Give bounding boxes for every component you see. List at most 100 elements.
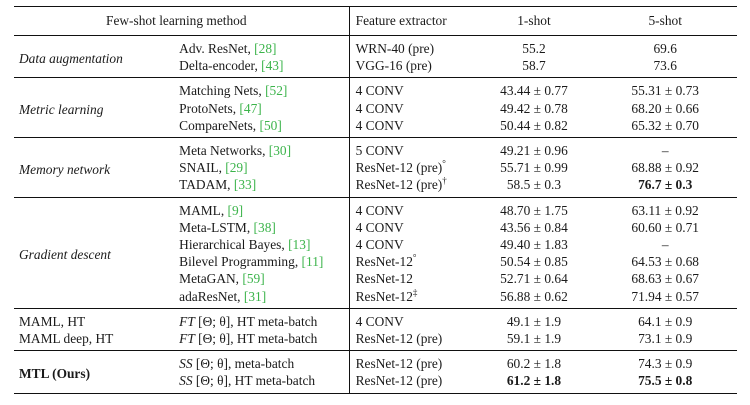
header-5-shot: 5-shot bbox=[648, 13, 682, 29]
feature-cell: 4 CONV bbox=[355, 313, 404, 329]
citation-link[interactable]: [38] bbox=[253, 219, 276, 235]
method-cell: Meta Networks, [30] bbox=[173, 137, 350, 160]
group-metric-learning: Metric learning Matching Nets, [52] 4 CO… bbox=[14, 77, 737, 138]
shot5-cell: 64.1 ± 0.9 bbox=[638, 313, 693, 329]
table-row: SS [Θ; θ], HT meta-batch ResNet-12 (pre)… bbox=[14, 372, 737, 394]
citation-link[interactable]: [52] bbox=[265, 83, 288, 99]
header-feature-extractor: Feature extractor bbox=[355, 13, 447, 29]
shot5-cell: 63.11 ± 0.92 bbox=[631, 202, 699, 218]
feature-cell: 5 CONV bbox=[355, 143, 404, 159]
method-cell: Meta-LSTM, [38] bbox=[173, 218, 350, 237]
feature-cell: 4 CONV bbox=[355, 117, 404, 133]
feature-cell: ResNet-12‡ bbox=[355, 287, 418, 304]
shot5-cell: 69.6 bbox=[653, 41, 677, 56]
method-cell: SS [Θ; θ], HT meta-batch bbox=[173, 372, 350, 394]
shot5-cell: 68.20 ± 0.66 bbox=[631, 100, 699, 116]
feature-cell: ResNet-12 bbox=[355, 271, 413, 287]
method-cell: SNAIL, [29] bbox=[173, 159, 350, 177]
group-maml-ht: MAML, HT FT [Θ; θ], HT meta-batch 4 CONV… bbox=[14, 308, 737, 351]
table-row: Memory network Meta Networks, [30] 5 CON… bbox=[14, 137, 737, 177]
table-row: MAML, HT FT [Θ; θ], HT meta-batch 4 CONV… bbox=[14, 308, 737, 331]
shot1-cell: 60.2 ± 1.8 bbox=[506, 356, 562, 372]
table-row: Delta-encoder, [43] VGG-16 (pre) 58.7 73… bbox=[14, 57, 737, 78]
shot1-cell: 48.70 ± 1.75 bbox=[500, 202, 568, 218]
shot5-cell: 74.3 ± 0.9 bbox=[638, 356, 693, 372]
method-cell: Hierarchical Bayes, [13] bbox=[173, 236, 350, 254]
table-row: CompareNets, [50] 4 CONV 50.44 ± 0.82 65… bbox=[14, 116, 737, 138]
citation-link[interactable]: [31] bbox=[243, 288, 267, 304]
shot5-cell: 68.88 ± 0.92 bbox=[631, 160, 699, 176]
table-row: MAML deep, HT FT [Θ; θ], HT meta-batch R… bbox=[14, 330, 737, 351]
feature-cell: 4 CONV bbox=[355, 83, 404, 99]
row-label: MAML, HT bbox=[19, 313, 86, 329]
shot1-cell: 43.44 ± 0.77 bbox=[500, 83, 568, 99]
header-1-shot: 1-shot bbox=[517, 13, 551, 29]
citation-link[interactable]: [30] bbox=[268, 143, 292, 159]
feature-cell: 4 CONV bbox=[355, 100, 404, 116]
shot5-cell: 68.63 ± 0.67 bbox=[631, 271, 699, 287]
table-row: TADAM, [33] ResNet-12 (pre)† 58.5 ± 0.3 … bbox=[14, 176, 737, 198]
shot1-cell: 49.21 ± 0.96 bbox=[500, 143, 568, 159]
group-data-augmentation: Data augmentation Adv. ResNet, [28] WRN-… bbox=[14, 35, 737, 78]
citation-link[interactable]: [50] bbox=[259, 117, 282, 133]
citation-link[interactable]: [9] bbox=[227, 202, 244, 218]
method-cell: FT [Θ; θ], HT meta-batch bbox=[173, 330, 350, 351]
few-shot-results-table: Few-shot learning method Feature extract… bbox=[14, 6, 737, 394]
table-row: Gradient descent MAML, [9] 4 CONV 48.70 … bbox=[14, 197, 737, 262]
shot1-cell: 50.54 ± 0.85 bbox=[500, 254, 568, 270]
category-label: Data augmentation bbox=[19, 51, 123, 67]
footnote-mark: ° bbox=[442, 158, 446, 169]
footnote-mark: ‡ bbox=[412, 287, 418, 298]
table-row: Hierarchical Bayes, [13] 4 CONV 49.40 ± … bbox=[14, 236, 737, 254]
footnote-mark: ° bbox=[412, 252, 417, 263]
method-cell: Adv. ResNet, [28] bbox=[173, 35, 350, 58]
citation-link[interactable]: [29] bbox=[225, 160, 248, 176]
citation-link[interactable]: [59] bbox=[242, 271, 265, 287]
table-row: Bilevel Programming, [11] ResNet-12° 50.… bbox=[14, 252, 737, 271]
group-memory-network: Memory network Meta Networks, [30] 5 CON… bbox=[14, 137, 737, 198]
row-label: MAML deep, HT bbox=[19, 331, 114, 347]
method-cell: ProtoNets, [47] bbox=[173, 99, 350, 117]
citation-link[interactable]: [43] bbox=[261, 58, 284, 74]
shot1-cell: 58.5 ± 0.3 bbox=[506, 177, 562, 193]
citation-link[interactable]: [47] bbox=[239, 100, 262, 116]
feature-cell: ResNet-12 (pre) bbox=[355, 356, 443, 372]
table-row: Metric learning Matching Nets, [52] 4 CO… bbox=[14, 77, 737, 117]
shot5-cell: 73.1 ± 0.9 bbox=[638, 331, 693, 347]
table-row: MetaGAN, [59] ResNet-12 52.71 ± 0.64 68.… bbox=[14, 270, 737, 288]
table-row: SNAIL, [29] ResNet-12 (pre)° 55.71 ± 0.9… bbox=[14, 158, 737, 177]
shot5-cell: 55.31 ± 0.73 bbox=[631, 83, 699, 99]
method-cell: Delta-encoder, [43] bbox=[173, 57, 350, 78]
feature-cell: ResNet-12 (pre) bbox=[355, 373, 443, 389]
shot5-cell-best: 75.5 ± 0.8 bbox=[638, 373, 693, 389]
citation-link[interactable]: [28] bbox=[254, 41, 277, 56]
shot1-cell: 59.1 ± 1.9 bbox=[506, 331, 562, 347]
shot1-cell: 55.2 bbox=[522, 41, 546, 56]
group-mtl-ours: MTL (Ours) SS [Θ; θ], meta-batch ResNet-… bbox=[14, 350, 737, 394]
header-method: Few-shot learning method bbox=[14, 6, 350, 36]
shot1-cell: 50.44 ± 0.82 bbox=[500, 117, 568, 133]
category-label: Metric learning bbox=[19, 102, 104, 118]
feature-cell: WRN-40 (pre) bbox=[355, 41, 435, 56]
citation-link[interactable]: [13] bbox=[288, 237, 311, 253]
method-cell: MetaGAN, [59] bbox=[173, 270, 350, 288]
method-cell: Matching Nets, [52] bbox=[173, 77, 350, 100]
feature-cell: VGG-16 (pre) bbox=[355, 58, 432, 74]
shot1-cell: 56.88 ± 0.62 bbox=[500, 288, 568, 304]
shot1-cell: 43.56 ± 0.84 bbox=[500, 219, 568, 235]
feature-cell: 4 CONV bbox=[355, 219, 404, 235]
table-row: Meta-LSTM, [38] 4 CONV 43.56 ± 0.84 60.6… bbox=[14, 218, 737, 237]
citation-link[interactable]: [11] bbox=[301, 254, 324, 270]
citation-link[interactable]: [33] bbox=[233, 177, 257, 193]
header-row: Few-shot learning method Feature extract… bbox=[14, 6, 737, 36]
shot5-cell: 65.32 ± 0.70 bbox=[631, 117, 699, 133]
shot1-cell: 49.40 ± 1.83 bbox=[500, 237, 568, 253]
table-row: adaResNet, [31] ResNet-12‡ 56.88 ± 0.62 … bbox=[14, 287, 737, 309]
shot1-cell: 49.1 ± 1.9 bbox=[506, 313, 562, 329]
feature-cell: 4 CONV bbox=[355, 202, 404, 218]
table-header: Few-shot learning method Feature extract… bbox=[14, 6, 737, 36]
category-label: Gradient descent bbox=[19, 247, 111, 263]
feature-cell: ResNet-12° bbox=[355, 252, 417, 270]
method-cell: MAML, [9] bbox=[173, 197, 350, 219]
